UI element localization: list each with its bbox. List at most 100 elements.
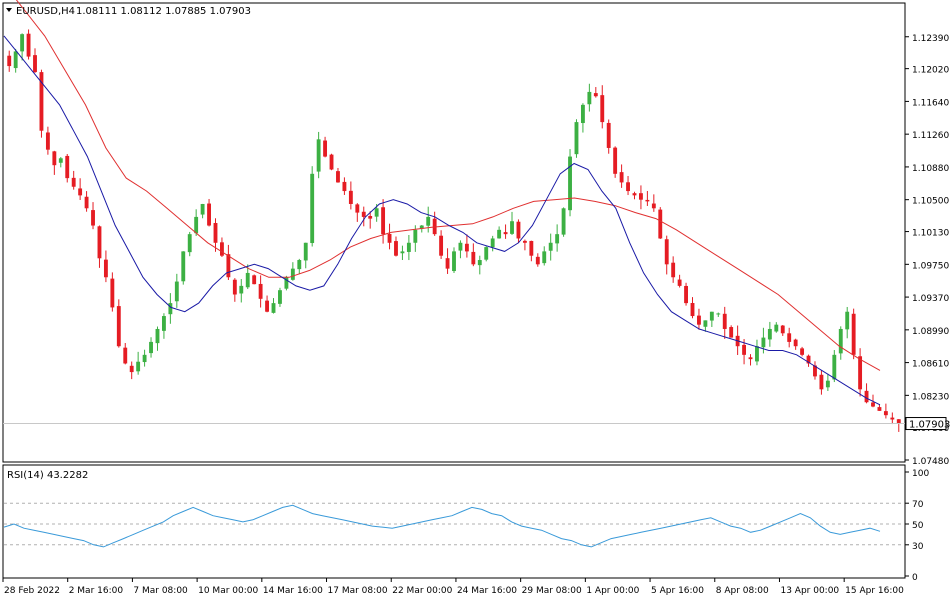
- candle-body: [606, 122, 611, 148]
- candle-body: [568, 156, 572, 211]
- rsi-tick-label: 30: [912, 542, 924, 552]
- rsi-panel-frame: [2, 464, 906, 579]
- candle-body: [278, 290, 282, 304]
- candle-body: [116, 306, 121, 347]
- candle-body: [232, 279, 237, 295]
- candle-body: [703, 320, 708, 327]
- candle-body: [548, 242, 553, 251]
- price-tick-label: 1.11260: [912, 131, 949, 141]
- candle-body: [896, 419, 901, 424]
- candle-body: [851, 313, 856, 355]
- price-tick-label: 1.08990: [912, 327, 949, 337]
- rsi-tick-label: 0: [912, 573, 918, 583]
- rsi-tick-label: 70: [912, 500, 924, 510]
- time-axis: 28 Feb 2022 2 Mar 16:00 7 Mar 08:00 10 Mar …: [2, 578, 904, 596]
- candle-body: [33, 55, 37, 73]
- candle-body: [406, 242, 411, 252]
- candle-body: [535, 256, 540, 265]
- candle-body: [161, 316, 166, 331]
- candle-body: [187, 234, 192, 253]
- candle-body: [858, 356, 863, 390]
- candle-body: [239, 285, 244, 294]
- candle-body: [39, 72, 44, 131]
- candle-body: [284, 277, 289, 289]
- price-tick-label: 1.07480: [912, 457, 949, 467]
- candle-body: [690, 303, 695, 317]
- candle-body: [793, 339, 798, 347]
- candle-body: [838, 328, 843, 354]
- candle-body: [542, 251, 547, 264]
- candle-body: [71, 177, 76, 187]
- candle-body: [252, 275, 257, 285]
- price-tick-label: 1.10130: [912, 229, 949, 239]
- price-tick-label: 1.12390: [912, 34, 949, 44]
- candle-body: [258, 283, 263, 299]
- time-tick-label: 5 Apr 16:00: [651, 586, 704, 596]
- time-tick-label: 28 Feb 2022: [4, 586, 60, 596]
- price-tick-label: 1.09750: [912, 261, 949, 271]
- candle-body: [780, 325, 785, 334]
- candle-body: [658, 209, 663, 239]
- price-tick-label: 1.10500: [912, 197, 949, 207]
- candle-body: [65, 155, 70, 179]
- candle-body: [155, 328, 160, 344]
- time-tick-label: 15 Apr 16:00: [845, 586, 904, 596]
- candle-body: [806, 355, 811, 364]
- time-tick-label: 14 Mar 16:00: [263, 586, 323, 596]
- collapse-triangle-icon[interactable]: [6, 8, 12, 12]
- candle-body: [20, 34, 25, 52]
- candle-body: [755, 346, 759, 362]
- candle-body: [613, 147, 618, 174]
- candle-body: [787, 333, 792, 342]
- candle-body: [825, 380, 830, 388]
- candle-body: [871, 402, 875, 407]
- current-price-label: 1.07903: [909, 420, 950, 431]
- candle-body: [748, 357, 753, 360]
- candle-body: [207, 203, 211, 226]
- candle-body: [774, 324, 779, 332]
- candle-body: [361, 211, 366, 217]
- candle-body: [813, 365, 817, 377]
- candle-body: [677, 279, 682, 286]
- ohlc-values: 1.08111 1.08112 1.07885 1.07903: [76, 6, 251, 17]
- candle-body: [213, 222, 218, 243]
- candle-body: [168, 303, 173, 315]
- candle-body: [84, 196, 89, 209]
- candle-body: [619, 172, 624, 183]
- candle-body: [78, 188, 83, 196]
- candle-body: [761, 337, 766, 348]
- rsi-levels: [4, 502, 904, 546]
- rsi-line: [3, 504, 881, 548]
- candle-body: [561, 208, 566, 235]
- candle-body: [464, 243, 469, 252]
- candle-body: [290, 268, 295, 280]
- time-tick-label: 1 Apr 00:00: [586, 586, 639, 596]
- candle-body: [426, 216, 431, 226]
- candle-body: [832, 354, 837, 380]
- rsi-tick-label: 50: [912, 521, 924, 531]
- time-tick-label: 7 Mar 08:00: [133, 586, 188, 596]
- candle-body: [697, 315, 701, 325]
- candle-body: [316, 139, 321, 172]
- price-panel-frame: [2, 2, 906, 463]
- candle-body: [381, 207, 386, 235]
- candle-body: [684, 285, 688, 304]
- candle-body: [767, 328, 772, 340]
- price-tick-label: 1.11640: [912, 98, 949, 108]
- candle-body: [890, 417, 895, 420]
- candles-layer: [7, 29, 901, 432]
- candle-body: [323, 140, 328, 157]
- candle-body: [664, 239, 669, 265]
- time-tick-label: 10 Mar 00:00: [198, 586, 258, 596]
- candle-body: [394, 241, 398, 256]
- price-tick-label: 1.12020: [912, 66, 949, 76]
- candle-body: [342, 181, 347, 192]
- candle-body: [387, 233, 392, 243]
- candle-body: [626, 182, 630, 192]
- candle-body: [52, 151, 57, 166]
- candle-body: [477, 260, 482, 266]
- candle-body: [600, 95, 605, 123]
- candle-body: [142, 354, 147, 363]
